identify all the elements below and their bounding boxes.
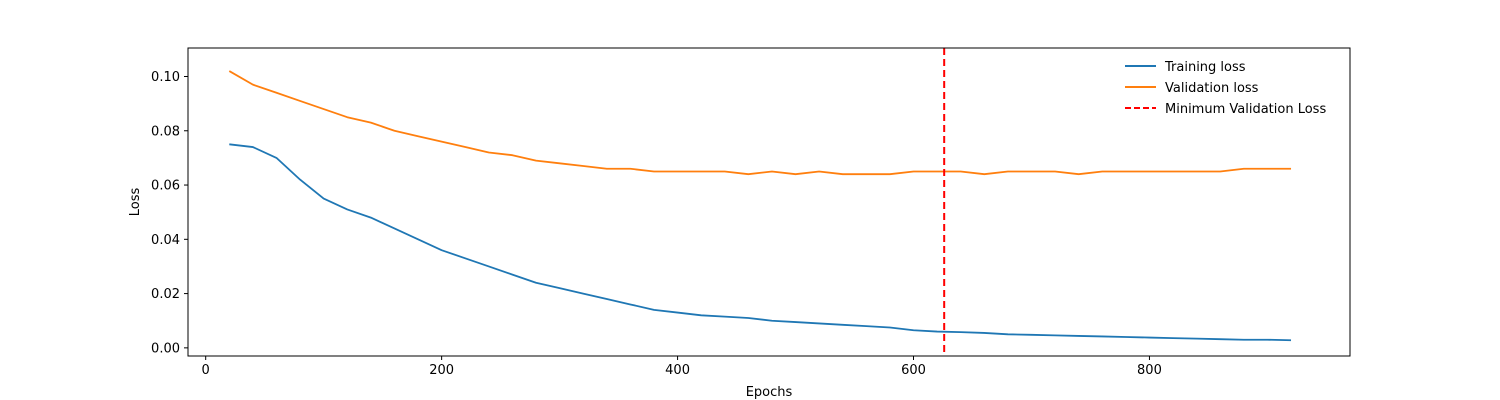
legend-label-min-val: Minimum Validation Loss	[1165, 102, 1326, 117]
y-tick-label: 0.04	[151, 233, 180, 248]
y-axis: 0.00 0.02 0.04 0.06 0.08 0.10	[151, 70, 188, 356]
plot-content	[228, 48, 1292, 356]
legend-label-validation: Validation loss	[1165, 81, 1259, 96]
x-tick-label: 600	[901, 363, 926, 378]
x-tick-label: 200	[429, 363, 454, 378]
x-axis: 0 200 400 600 800	[202, 356, 1162, 378]
y-tick-label: 0.06	[151, 179, 180, 194]
y-tick-label: 0.10	[151, 70, 180, 85]
y-axis-label: Loss	[128, 188, 143, 217]
legend: Training loss Validation loss Minimum Va…	[1125, 60, 1326, 117]
series-line-1	[228, 70, 1292, 176]
x-tick-label: 0	[202, 363, 210, 378]
x-tick-label: 800	[1137, 363, 1162, 378]
x-axis-label: Epochs	[746, 385, 793, 400]
legend-label-training: Training loss	[1164, 60, 1246, 75]
y-tick-label: 0.00	[151, 341, 180, 356]
x-tick-label: 400	[665, 363, 690, 378]
y-tick-label: 0.02	[151, 287, 180, 302]
plot-frame	[187, 47, 1351, 357]
series-line-0	[229, 143, 1292, 342]
y-tick-label: 0.08	[151, 124, 180, 139]
